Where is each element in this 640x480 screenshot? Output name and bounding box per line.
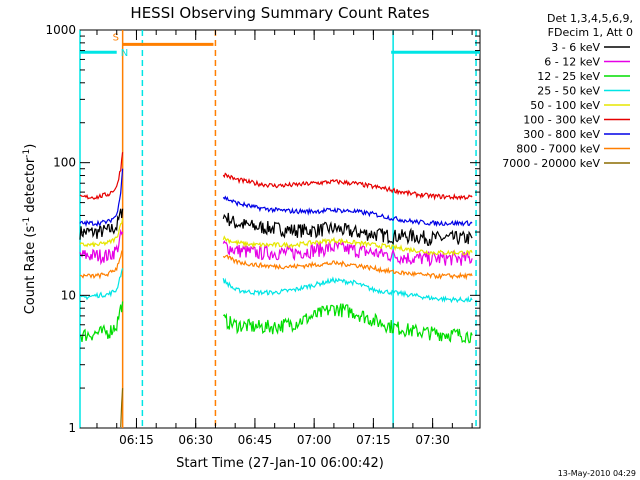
y-axis-label: Count Rate (s-1 detector-1) bbox=[22, 144, 38, 315]
series-line bbox=[222, 172, 473, 201]
series-line bbox=[79, 208, 124, 240]
y-axis-label-part: Count Rate (s bbox=[23, 226, 38, 315]
legend-entry-label: 300 - 800 keV bbox=[523, 128, 600, 141]
series-100-300keV bbox=[79, 152, 473, 201]
x-axis: 06:15 06:30 06:45 07:00 07:15 07:30 bbox=[96, 30, 473, 447]
x-tick-label: 07:00 bbox=[297, 433, 332, 447]
footer-timestamp: 13-May-2010 04:29 bbox=[558, 469, 636, 478]
y-axis-label-superscript: -1 bbox=[22, 217, 32, 226]
series-7000-20000keV bbox=[120, 388, 124, 428]
legend-entry-label: 12 - 25 keV bbox=[537, 70, 600, 83]
series-line bbox=[79, 268, 124, 301]
legend-entry-label: 100 - 300 keV bbox=[523, 114, 600, 127]
legend-header-line-1: Det 1,3,4,5,6,9, bbox=[547, 12, 633, 25]
x-tick-label: 06:45 bbox=[238, 433, 273, 447]
series-25-50keV bbox=[79, 268, 473, 304]
legend-entry-label: 800 - 7000 keV bbox=[516, 143, 600, 156]
series-line bbox=[222, 254, 473, 281]
y-tick-label: 10 bbox=[61, 288, 76, 302]
legend-entry-label: 7000 - 20000 keV bbox=[502, 157, 600, 170]
legend-entry-label: 6 - 12 keV bbox=[544, 56, 600, 69]
series-line bbox=[222, 240, 473, 267]
series-line bbox=[79, 301, 124, 343]
legend-header-line-2: FDecim 1, Att 0 bbox=[548, 26, 633, 39]
series-line bbox=[79, 152, 124, 200]
y-tick-label: 1000 bbox=[45, 23, 76, 37]
plot-area: SN bbox=[79, 30, 480, 428]
y-tick-label: 1 bbox=[68, 421, 76, 435]
x-tick-label: 06:15 bbox=[119, 433, 154, 447]
series-line bbox=[79, 228, 124, 266]
series-12-25keV bbox=[79, 301, 473, 344]
series-3-6keV bbox=[79, 208, 473, 247]
x-tick-label: 06:30 bbox=[178, 433, 213, 447]
x-tick-label: 07:15 bbox=[356, 433, 391, 447]
series-800-7000keV bbox=[79, 249, 473, 281]
state-bar-label: N bbox=[121, 48, 128, 59]
series-50-100keV bbox=[79, 218, 473, 257]
legend-entry-label: 3 - 6 keV bbox=[551, 41, 600, 54]
y-axis-label-part: detector bbox=[23, 157, 38, 217]
state-bar-label: S bbox=[113, 32, 119, 43]
series-line bbox=[222, 276, 473, 304]
y-axis-label-part: ) bbox=[23, 144, 38, 149]
x-tick-label: 07:30 bbox=[415, 433, 450, 447]
chart-title: HESSI Observing Summary Count Rates bbox=[130, 4, 429, 22]
series-line bbox=[79, 218, 124, 248]
y-axis-label-superscript: -1 bbox=[22, 149, 32, 158]
series-line bbox=[79, 249, 124, 280]
x-axis-label: Start Time (27-Jan-10 06:00:42) bbox=[176, 456, 384, 471]
series-line bbox=[79, 168, 124, 228]
series-line bbox=[222, 212, 473, 247]
series-line bbox=[120, 388, 124, 428]
series-line bbox=[222, 303, 473, 344]
series-line bbox=[222, 195, 473, 228]
legend-entry-label: 50 - 100 keV bbox=[530, 99, 600, 112]
legend: Det 1,3,4,5,6,9, FDecim 1, Att 0 3 - 6 k… bbox=[502, 12, 633, 170]
y-axis: 1 10 100 1000 bbox=[45, 23, 480, 435]
legend-entry-label: 25 - 50 keV bbox=[537, 85, 600, 98]
series-300-800keV bbox=[79, 168, 473, 228]
y-tick-label: 100 bbox=[53, 156, 76, 170]
series-line bbox=[222, 235, 473, 257]
series-6-12keV bbox=[79, 228, 473, 267]
